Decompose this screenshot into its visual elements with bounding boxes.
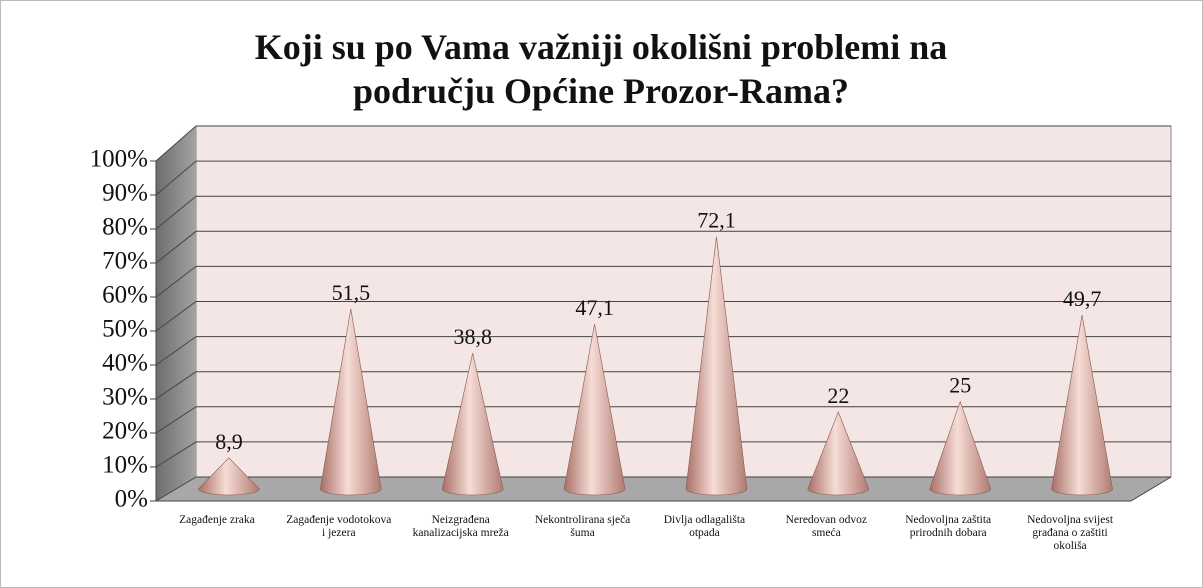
grid-line bbox=[155, 195, 197, 230]
grid-line bbox=[155, 371, 197, 400]
y-tick-label: 50% bbox=[102, 316, 148, 343]
cone bbox=[198, 457, 260, 496]
chart-title: Koji su po Vama važniji okolišni problem… bbox=[254, 27, 948, 111]
axis-line bbox=[1130, 476, 1172, 502]
x-tick-label: Zagađenje vodotokova i jezera bbox=[286, 514, 392, 539]
cone bbox=[685, 236, 748, 496]
x-tick-label: Nekontrolirana sječa šuma bbox=[534, 514, 631, 539]
cone bbox=[807, 411, 870, 496]
side-wall bbox=[156, 126, 196, 501]
x-tick-label: Zagađenje zraka bbox=[179, 514, 255, 526]
data-label: 47,1 bbox=[575, 295, 614, 320]
data-label: 8,9 bbox=[215, 429, 243, 454]
plot-walls bbox=[156, 125, 1172, 501]
y-tick-label: 70% bbox=[102, 248, 148, 275]
data-label: 25 bbox=[949, 373, 971, 398]
y-tick-label: 60% bbox=[102, 282, 148, 309]
y-tick-label: 80% bbox=[102, 214, 148, 241]
y-tick-label: 10% bbox=[102, 452, 148, 479]
y-tick-label: 100% bbox=[90, 146, 148, 173]
grid-line bbox=[155, 336, 197, 366]
y-tick-label: 90% bbox=[102, 180, 148, 207]
x-tick-label: Nedovoljna zaštita prirodnih dobara bbox=[905, 514, 992, 539]
grid-line bbox=[155, 266, 197, 298]
data-label: 72,1 bbox=[697, 208, 736, 233]
data-label: 49,7 bbox=[1063, 286, 1102, 311]
x-tick-label: Neizgrađena kanalizacijska mreža bbox=[412, 514, 509, 539]
x-tick-label: Neredovan odvoz smeća bbox=[785, 514, 868, 539]
data-label: 51,5 bbox=[332, 280, 371, 305]
grid-line bbox=[155, 301, 197, 332]
cone bbox=[563, 324, 626, 496]
cone bbox=[441, 353, 504, 496]
y-tick-label: 40% bbox=[102, 350, 148, 377]
cone bbox=[320, 308, 382, 496]
cone bbox=[1051, 314, 1113, 496]
floor bbox=[156, 477, 1171, 501]
data-label: 38,8 bbox=[453, 324, 492, 349]
grid-line bbox=[155, 406, 197, 434]
cone bbox=[929, 400, 991, 496]
grid-line bbox=[155, 230, 197, 264]
x-tick-label: Divlja odlagališta otpada bbox=[663, 514, 746, 539]
y-tick-label: 30% bbox=[102, 384, 148, 411]
grid-line bbox=[155, 441, 197, 468]
grid-line bbox=[155, 476, 197, 502]
grid-line bbox=[155, 125, 197, 162]
grid-line bbox=[155, 160, 197, 196]
data-label: 22 bbox=[827, 383, 849, 408]
y-tick-label: 20% bbox=[102, 418, 148, 445]
y-tick-label: 0% bbox=[115, 486, 148, 513]
x-tick-label: Nedovoljna svijest građana o zaštiti oko… bbox=[1027, 514, 1114, 552]
